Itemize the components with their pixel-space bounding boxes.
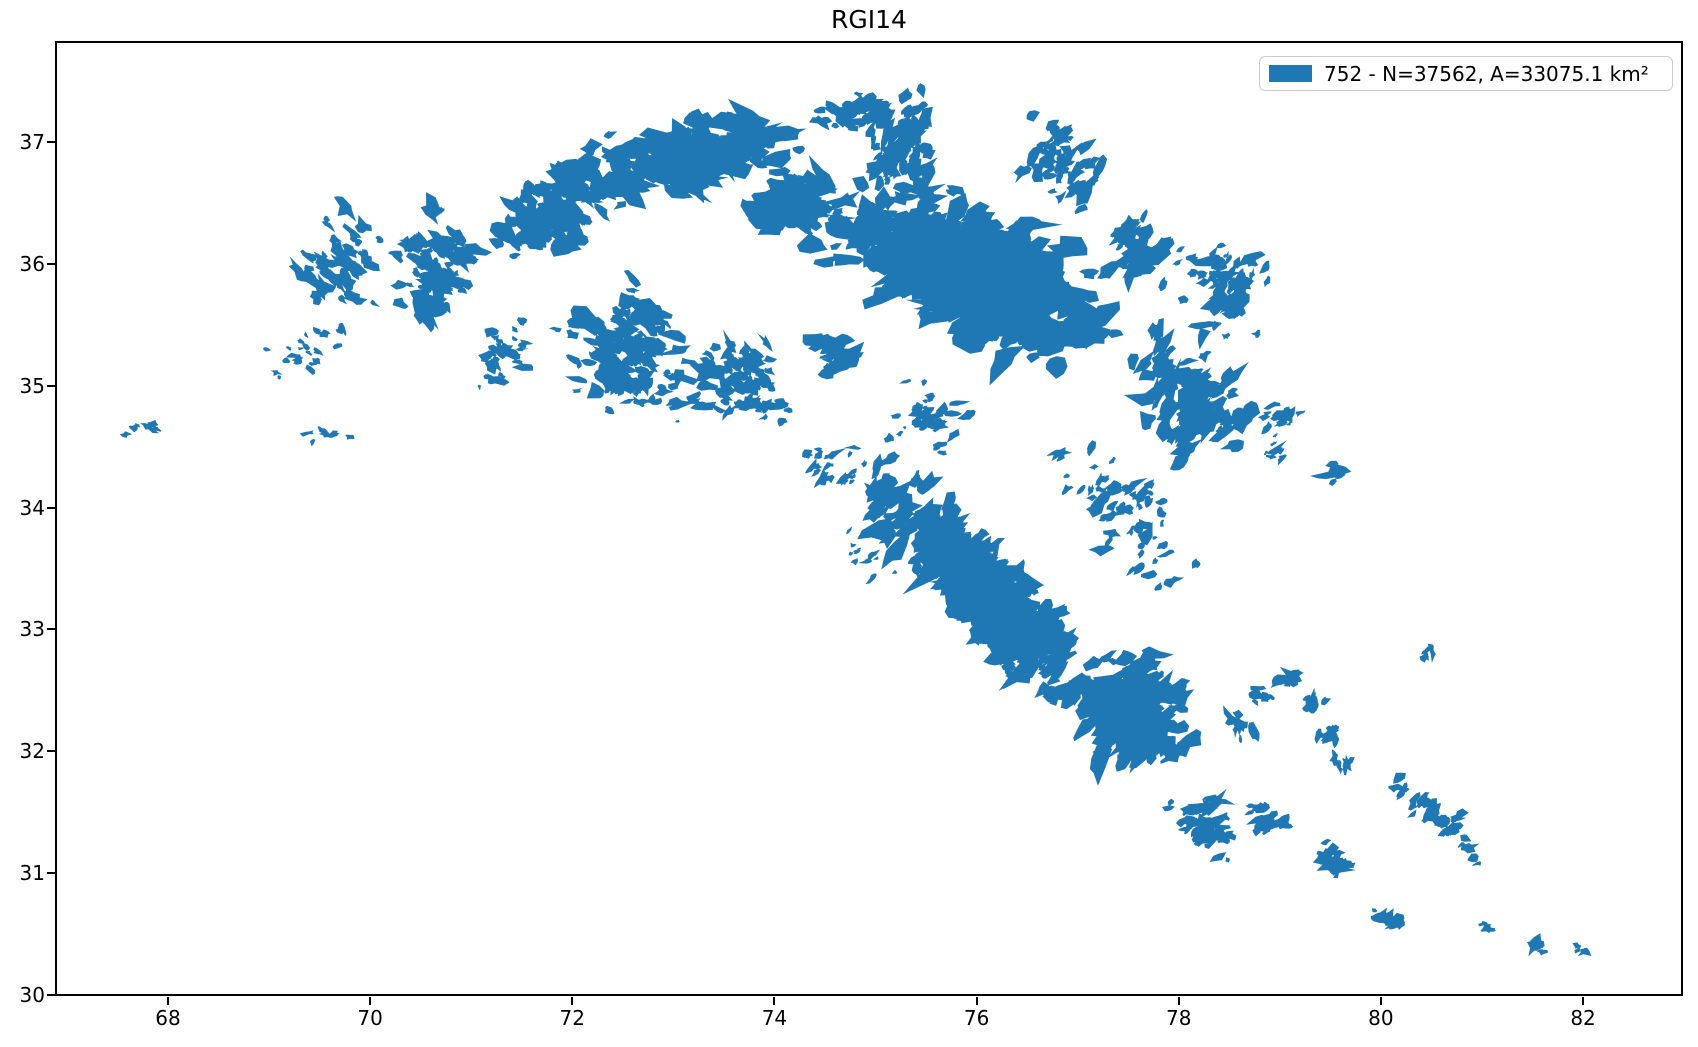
plot-title: RGI14 — [831, 5, 907, 34]
x-tick-mark — [369, 997, 372, 1005]
y-tick-mark — [47, 994, 55, 996]
x-tick-mark — [1177, 997, 1180, 1005]
x-tick-mark — [166, 997, 169, 1005]
y-tick-label: 36 — [19, 251, 45, 276]
y-tick-label: 35 — [19, 373, 45, 398]
x-tick-label: 76 — [963, 1006, 990, 1030]
y-tick-label: 31 — [19, 861, 45, 886]
x-tick-label: 82 — [1570, 1006, 1596, 1030]
y-tick-label: 37 — [19, 130, 45, 155]
x-tick-label: 80 — [1368, 1006, 1394, 1030]
legend-color-patch — [1269, 65, 1312, 82]
y-tick-mark — [47, 262, 55, 265]
x-tick-mark — [975, 997, 978, 1005]
legend-label: 752 - N=37562, A=33075.1 km² — [1324, 61, 1649, 86]
x-tick-label: 70 — [357, 1006, 383, 1030]
y-tick-label: 33 — [19, 617, 45, 642]
plot-area — [55, 41, 1683, 996]
y-tick-mark — [47, 384, 55, 387]
x-tick-label: 72 — [559, 1006, 585, 1030]
y-tick-mark — [47, 141, 55, 144]
x-tick-label: 74 — [761, 1006, 788, 1030]
y-tick-mark — [47, 506, 55, 509]
x-tick-mark — [773, 997, 776, 1005]
x-tick-mark — [1379, 997, 1382, 1005]
y-tick-mark — [47, 628, 55, 631]
x-tick-label: 78 — [1166, 1006, 1192, 1030]
y-tick-label: 30 — [19, 983, 45, 1007]
y-tick-label: 34 — [19, 495, 45, 520]
y-tick-mark — [47, 872, 55, 875]
x-tick-mark — [1582, 997, 1585, 1005]
y-tick-label: 32 — [19, 739, 45, 764]
y-tick-mark — [47, 750, 55, 753]
x-tick-label: 68 — [155, 1006, 181, 1030]
x-tick-mark — [571, 997, 574, 1005]
legend: 752 - N=37562, A=33075.1 km² — [1259, 56, 1673, 91]
